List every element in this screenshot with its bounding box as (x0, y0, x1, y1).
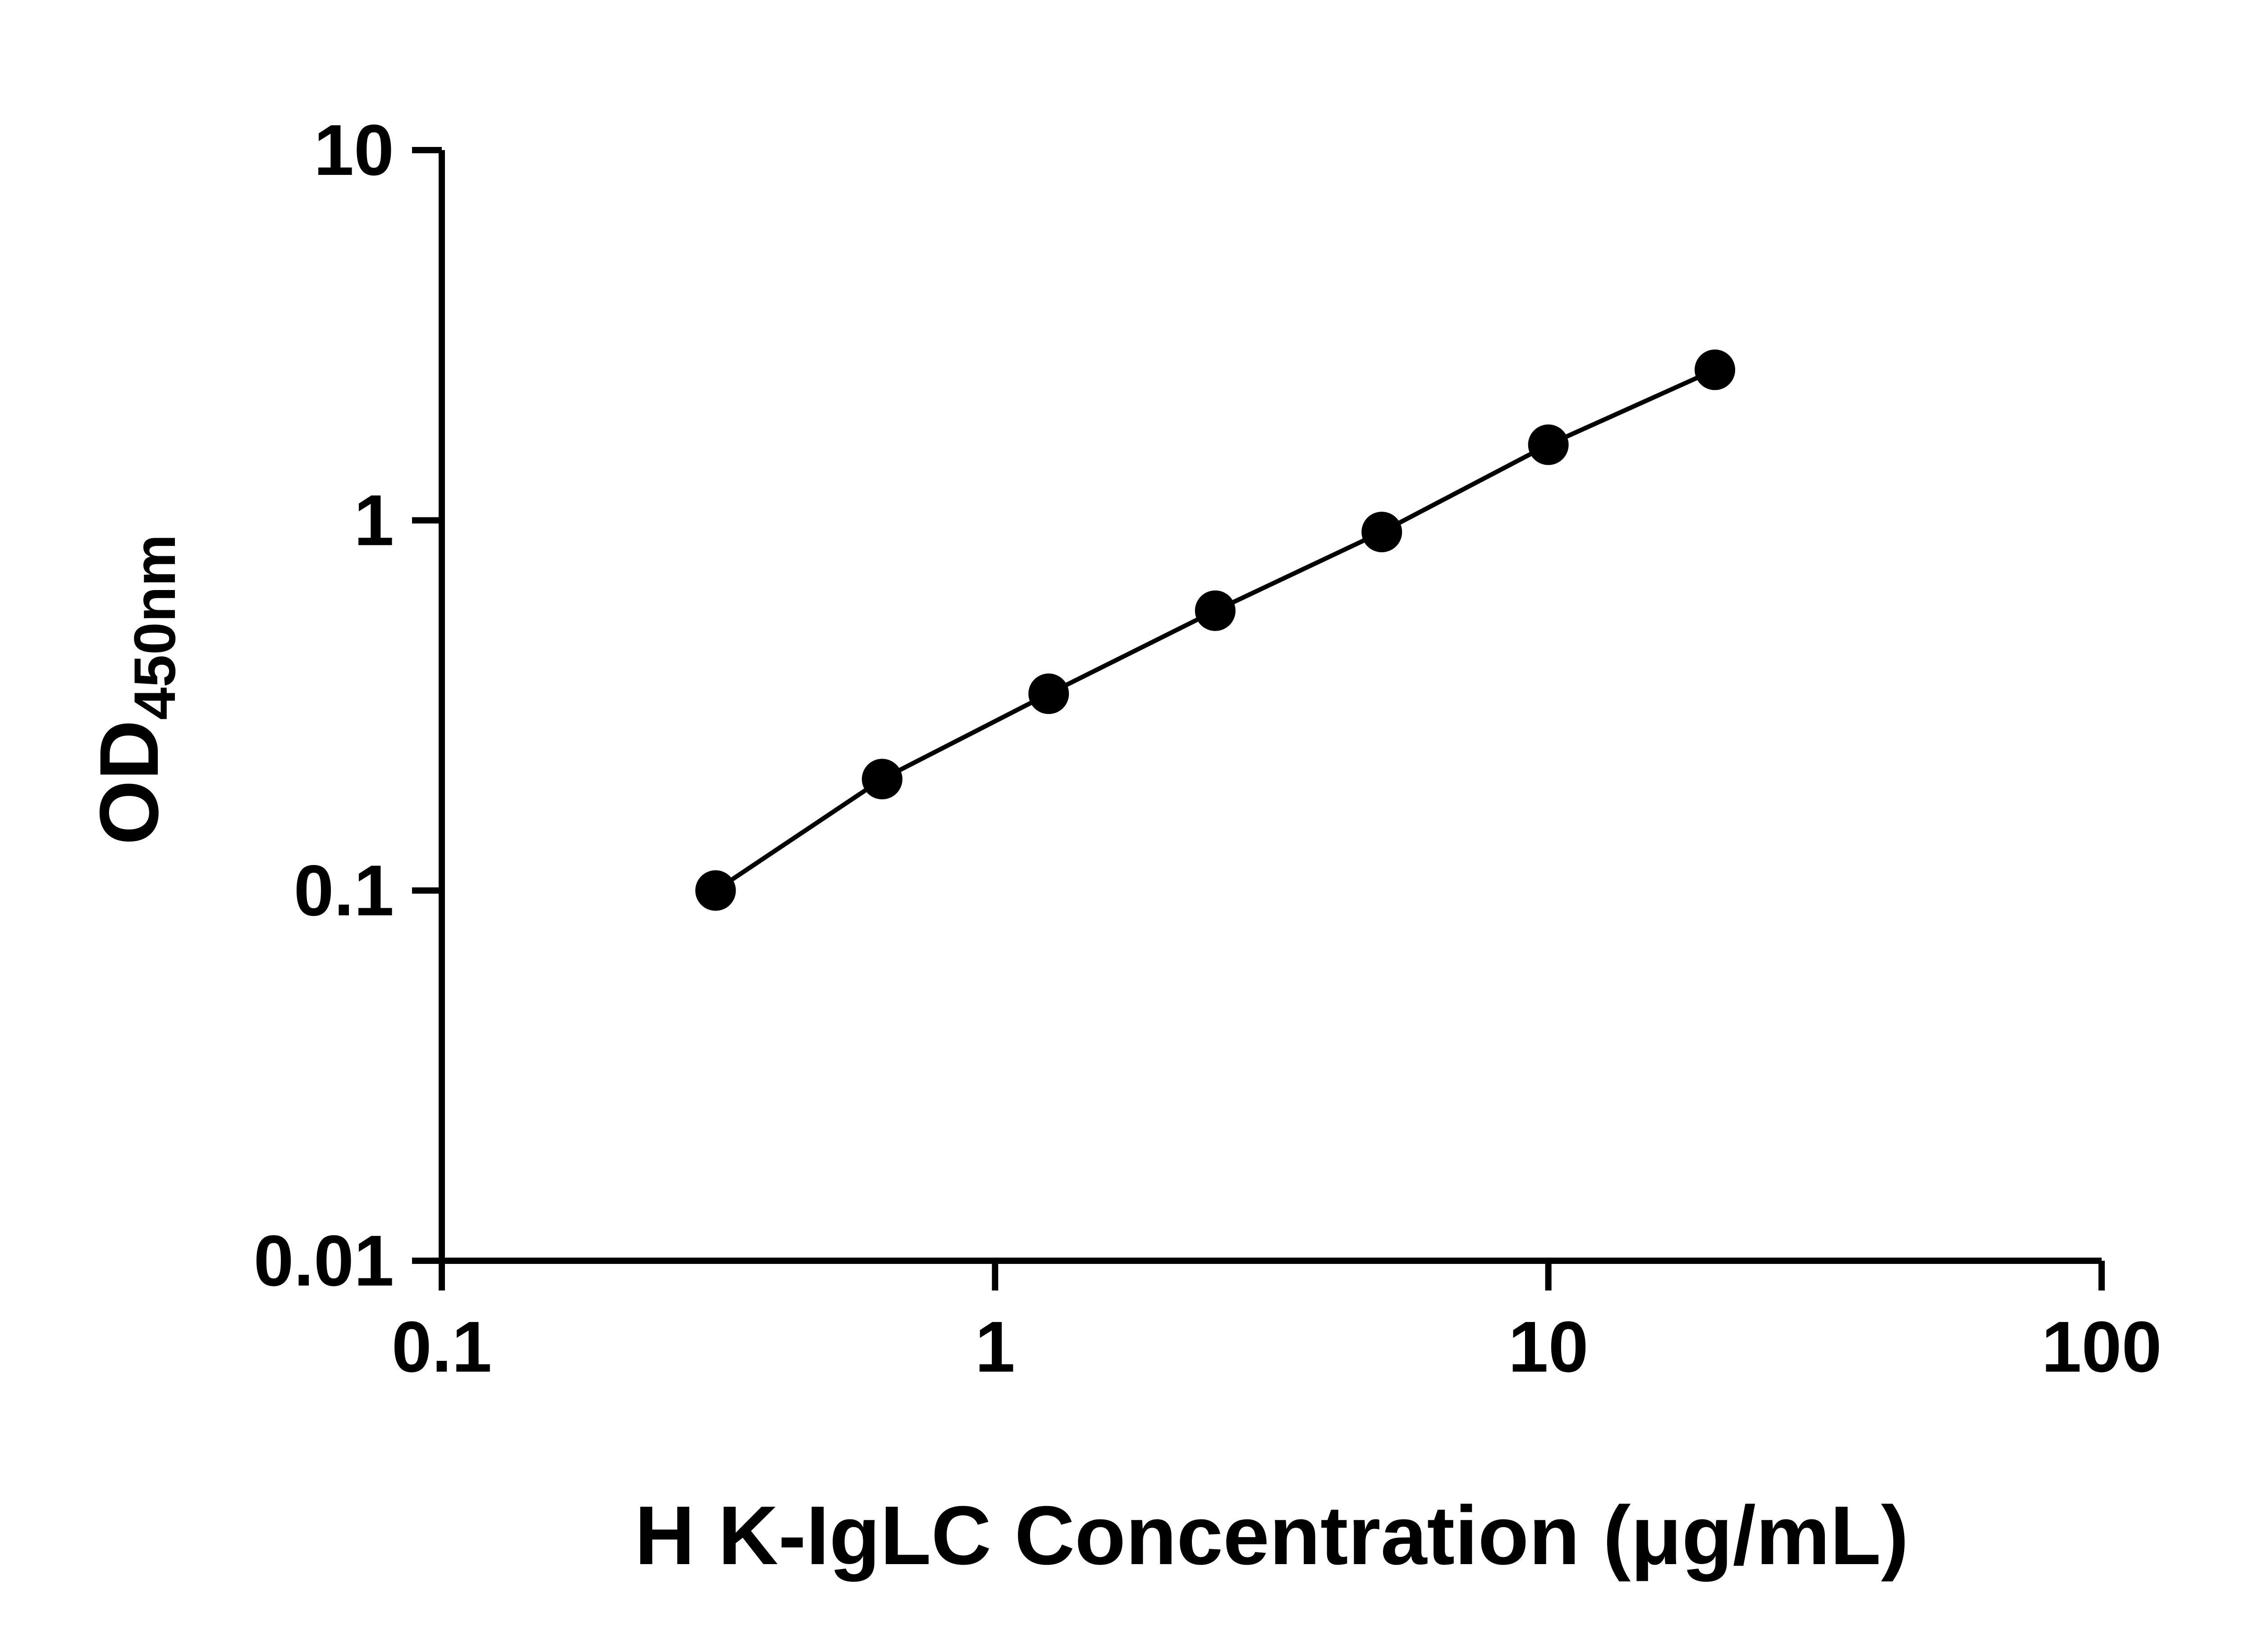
data-point (1528, 424, 1569, 465)
data-point (861, 759, 903, 800)
y-tick-label: 1 (354, 480, 394, 560)
y-tick-label: 0.01 (254, 1220, 394, 1301)
data-point (695, 870, 736, 911)
data-point (1361, 512, 1402, 553)
data-point (1195, 590, 1236, 631)
data-series (695, 349, 1736, 911)
data-point (1695, 349, 1736, 390)
x-tick-label: 10 (1508, 1306, 1589, 1387)
y-axis-title-sub: 450nm (122, 534, 188, 720)
y-tick-label: 10 (314, 110, 394, 190)
axis-spines (439, 150, 2102, 1264)
x-tick-label: 1 (975, 1306, 1015, 1387)
data-point (1028, 673, 1069, 714)
x-tick-label: 100 (2042, 1306, 2162, 1387)
y-axis-title-main: OD (83, 720, 176, 845)
y-axis-title: OD450nm (83, 534, 188, 845)
x-tick-label: 0.1 (392, 1306, 492, 1387)
y-tick-label: 0.1 (294, 850, 394, 931)
x-axis-title: H K-IgLC Concentration (μg/mL) (635, 1489, 1909, 1582)
